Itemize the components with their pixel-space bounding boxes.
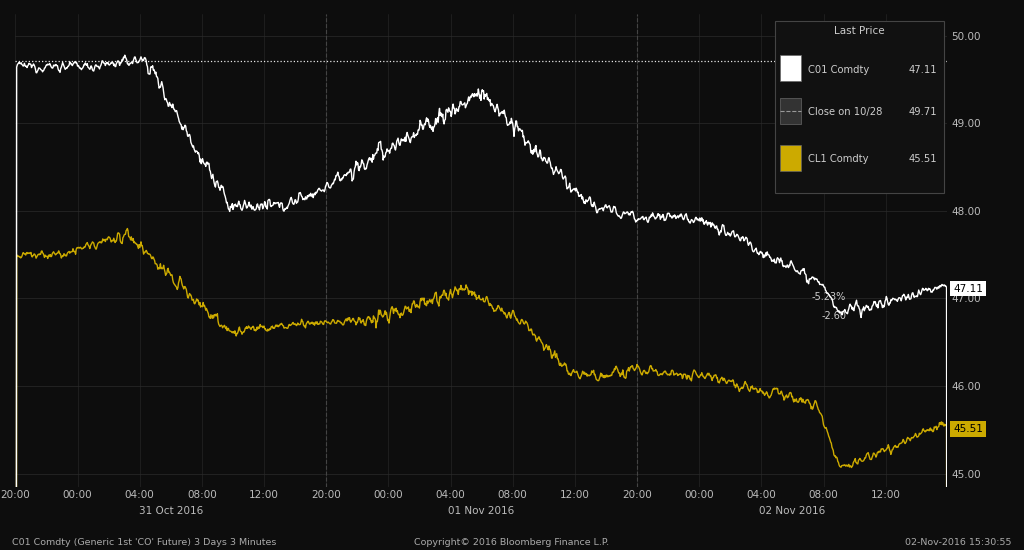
Text: 47.11: 47.11	[908, 64, 937, 75]
Text: 45.51: 45.51	[908, 155, 937, 164]
Text: CL1 Comdty: CL1 Comdty	[808, 155, 868, 164]
Text: 02-Nov-2016 15:30:55: 02-Nov-2016 15:30:55	[905, 538, 1012, 547]
Text: -5.23%: -5.23%	[812, 292, 846, 302]
Bar	[780, 145, 801, 171]
Text: C01 Comdty (Generic 1st 'CO' Future) 3 Days 3 Minutes: C01 Comdty (Generic 1st 'CO' Future) 3 D…	[12, 538, 276, 547]
Bar	[780, 98, 801, 124]
Bar	[780, 56, 801, 81]
FancyBboxPatch shape	[775, 21, 944, 194]
Text: 31 Oct 2016: 31 Oct 2016	[138, 506, 203, 516]
Text: C01 Comdty: C01 Comdty	[808, 64, 869, 75]
Text: 49.71: 49.71	[908, 107, 937, 117]
Text: 01 Nov 2016: 01 Nov 2016	[449, 506, 515, 516]
Text: 45.51: 45.51	[953, 424, 983, 434]
Text: Last Price: Last Price	[835, 26, 885, 36]
Text: Copyright© 2016 Bloomberg Finance L.P.: Copyright© 2016 Bloomberg Finance L.P.	[415, 538, 609, 547]
Text: 47.11: 47.11	[953, 284, 983, 294]
Text: -2.60: -2.60	[821, 311, 846, 321]
Text: 02 Nov 2016: 02 Nov 2016	[760, 506, 825, 516]
Text: Close on 10/28: Close on 10/28	[808, 107, 883, 117]
